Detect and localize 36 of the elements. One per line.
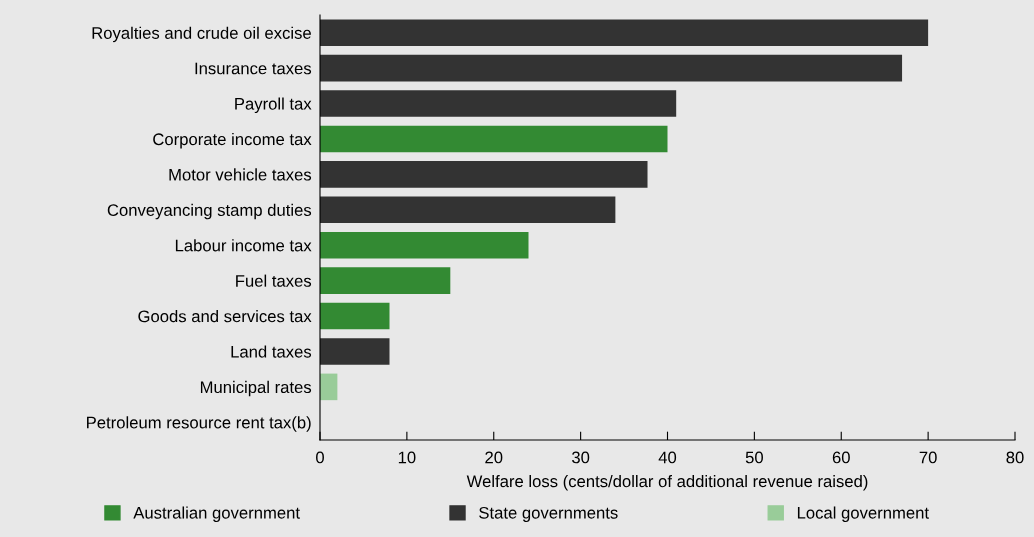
x-tick-label: 10 (398, 451, 416, 464)
bar (320, 196, 616, 224)
bar (320, 302, 390, 330)
y-tick-label: Labour income tax (175, 239, 312, 252)
y-tick-label: Municipal rates (200, 380, 312, 397)
y-tick-label: Motor vehicle taxes (169, 168, 312, 181)
legend-label: Local government (797, 506, 929, 522)
y-tick-label: Corporate income tax (153, 132, 312, 149)
bar (320, 54, 903, 82)
x-tick-label: 50 (745, 451, 763, 464)
y-tick-label: Fuel taxes (236, 274, 312, 287)
bar (320, 19, 929, 46)
y-tick-label: Goods and services tax (138, 310, 312, 323)
y-tick-label: Payroll tax (235, 97, 312, 114)
legend-label: Australian government (133, 506, 300, 522)
x-tick-label: 70 (919, 451, 937, 464)
y-tick-label: Conveyancing stamp duties (107, 203, 312, 220)
bar (320, 373, 338, 401)
y-tick-label: Land taxes (231, 345, 312, 358)
x-tick-label: 80 (1006, 451, 1024, 464)
bar (320, 161, 648, 188)
x-tick-label: 20 (485, 451, 503, 464)
bar (320, 90, 677, 117)
bar (320, 267, 451, 294)
x-tick-label: 0 (316, 451, 324, 464)
bar (320, 338, 390, 365)
bar (320, 125, 668, 153)
bar (320, 231, 529, 259)
x-tick-label: 30 (571, 451, 590, 464)
y-tick-label: Royalties and crude oil excise (92, 26, 311, 43)
x-axis-title: Welfare loss (cents/dollar of additional revenue raised) (466, 474, 868, 491)
x-tick-label: 40 (658, 451, 677, 464)
y-tick-label: Petroleum resource rent tax(b) (87, 416, 311, 432)
x-tick-label: 60 (832, 451, 850, 464)
y-tick-label: Insurance taxes (195, 62, 312, 75)
legend-label: State governments (479, 506, 618, 522)
